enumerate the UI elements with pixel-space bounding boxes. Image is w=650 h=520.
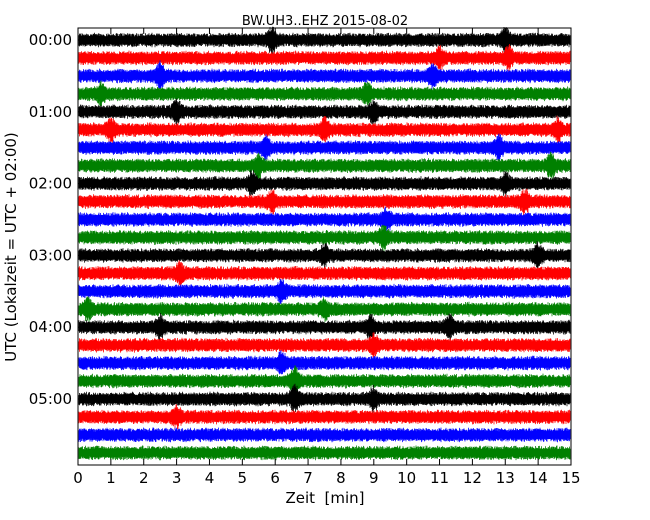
y-tick-label: 05:00 <box>29 390 72 408</box>
x-tick-label: 8 <box>336 469 346 487</box>
trace-15 <box>78 296 571 323</box>
trace-10 <box>78 206 571 233</box>
x-tick-label: 10 <box>397 469 416 487</box>
trace-6 <box>78 133 571 162</box>
y-tick-label: 04:00 <box>29 318 72 336</box>
chart-title: BW.UH3..EHZ 2015-08-02 <box>242 14 408 29</box>
trace-17 <box>78 332 571 358</box>
trace-2 <box>78 60 571 90</box>
x-tick-label: 4 <box>205 469 215 487</box>
trace-0 <box>78 26 571 55</box>
y-axis-label: UTC (Lokalzeit = UTC + 02:00) <box>2 132 20 362</box>
x-tick-label: 2 <box>139 469 149 487</box>
trace-13 <box>78 260 571 287</box>
trace-22 <box>78 427 571 443</box>
x-tick-label: 7 <box>303 469 313 487</box>
x-tick-label: 14 <box>529 469 548 487</box>
x-tick-label: 9 <box>369 469 379 487</box>
x-tick-label: 5 <box>238 469 248 487</box>
trace-5 <box>78 115 571 145</box>
trace-16 <box>78 313 571 341</box>
trace-19 <box>78 365 571 396</box>
x-tick-label: 13 <box>496 469 515 487</box>
y-tick-label: 00:00 <box>29 31 72 49</box>
x-tick-label: 0 <box>73 469 83 487</box>
trace-21 <box>78 404 571 431</box>
trace-7 <box>78 151 571 179</box>
trace-11 <box>78 224 571 252</box>
y-axis: 00:00 01:00 02:00 03:00 04:00 05:00 <box>29 31 84 408</box>
x-axis-label: Zeit [min] <box>285 489 364 507</box>
trace-8 <box>78 170 571 198</box>
x-tick-label: 6 <box>270 469 280 487</box>
x-tick-label: 11 <box>430 469 449 487</box>
trace-9 <box>78 188 571 216</box>
plot-frame <box>77 27 572 466</box>
trace-group <box>78 26 571 461</box>
trace-3 <box>78 80 571 107</box>
x-tick-label: 1 <box>106 469 116 487</box>
y-tick-label: 01:00 <box>29 103 72 121</box>
trace-12 <box>78 241 571 269</box>
trace-18 <box>78 350 571 375</box>
trace-23 <box>78 445 571 461</box>
x-tick-label: 12 <box>463 469 482 487</box>
x-tick-label: 3 <box>172 469 182 487</box>
x-axis: 0 1 2 3 4 5 6 7 8 9 10 11 12 13 14 15 <box>73 28 581 487</box>
trace-1 <box>78 44 571 73</box>
trace-20 <box>78 383 571 413</box>
y-tick-label: 03:00 <box>29 246 72 264</box>
x-tick-label: 15 <box>561 469 580 487</box>
y-tick-label: 02:00 <box>29 175 72 193</box>
trace-14 <box>78 279 571 304</box>
